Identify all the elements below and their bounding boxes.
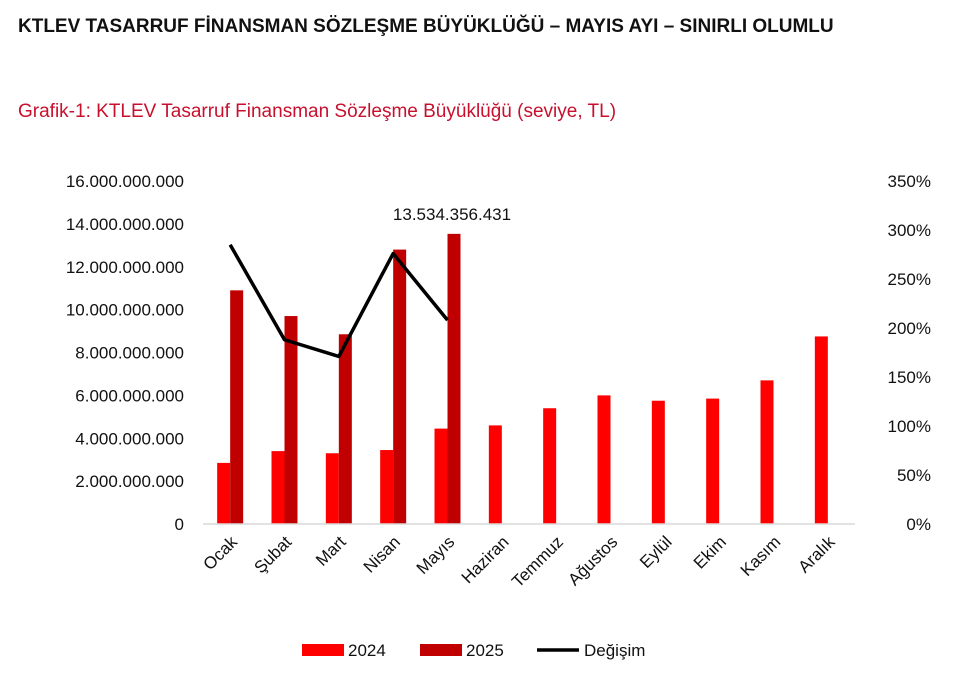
line-series-group: 13.534.356.431 xyxy=(228,205,511,359)
y-right-tick-label: 250% xyxy=(888,270,931,289)
bar-2025-Nisan xyxy=(393,249,407,524)
bar-2025-Şubat xyxy=(284,316,298,524)
y-right-tick-label: 350% xyxy=(888,172,931,191)
bar-2024-Mart xyxy=(325,453,339,524)
x-tick-label: Ağustos xyxy=(564,532,621,589)
bar-2025-Mayıs xyxy=(447,233,461,524)
y-left-tick-label: 4.000.000.000 xyxy=(75,429,184,448)
x-tick-label: Eylül xyxy=(636,532,675,571)
y-left-tick-label: 14.000.000.000 xyxy=(66,215,184,234)
bars-group xyxy=(217,233,828,524)
data-label-annotation: 13.534.356.431 xyxy=(393,205,511,224)
bar-2024-Temmuz xyxy=(543,408,557,524)
legend-label-2024: 2024 xyxy=(348,641,386,660)
bar-2024-Mayıs xyxy=(434,428,448,524)
legend-swatch-2025 xyxy=(420,644,462,656)
bar-2024-Eylül xyxy=(651,400,665,524)
legend-label-2025: 2025 xyxy=(466,641,504,660)
x-tick-label: Aralık xyxy=(794,532,839,577)
y-left-tick-label: 8.000.000.000 xyxy=(75,344,184,363)
bar-2025-Ocak xyxy=(230,290,244,524)
bar-2024-Nisan xyxy=(380,450,394,524)
y-right-tick-label: 300% xyxy=(888,221,931,240)
legend: 2024 2025 Değişim xyxy=(302,641,645,660)
bar-2024-Ağustos xyxy=(597,395,611,524)
y-left-tick-label: 16.000.000.000 xyxy=(66,172,184,191)
y-left-tick-label: 6.000.000.000 xyxy=(75,386,184,405)
x-tick-label: Ekim xyxy=(690,532,730,572)
y-left-tick-label: 2.000.000.000 xyxy=(75,472,184,491)
bar-2024-Haziran xyxy=(488,425,502,524)
bar-2024-Aralık xyxy=(814,336,828,524)
x-tick-label: Şubat xyxy=(250,532,295,577)
line-Değişim xyxy=(228,243,449,359)
bar-2024-Kasım xyxy=(760,380,774,524)
x-tick-label: Nisan xyxy=(360,532,404,576)
x-tick-label: Mart xyxy=(312,532,350,570)
x-tick-label: Ocak xyxy=(199,532,241,574)
bar-2024-Şubat xyxy=(271,451,285,524)
x-tick-label: Kasım xyxy=(737,532,785,580)
bar-2024-Ekim xyxy=(706,398,720,524)
y-left-tick-label: 0 xyxy=(175,515,184,534)
y-left-tick-label: 12.000.000.000 xyxy=(66,258,184,277)
legend-label-degisim: Değişim xyxy=(584,641,645,660)
y-right-tick-label: 150% xyxy=(888,368,931,387)
y-right-tick-label: 100% xyxy=(888,417,931,436)
y-right-tick-label: 200% xyxy=(888,319,931,338)
y-left-tick-label: 10.000.000.000 xyxy=(66,301,184,320)
y-right-tick-label: 50% xyxy=(897,466,931,485)
x-tick-label: Mayıs xyxy=(413,532,458,577)
x-tick-label: Temmuz xyxy=(508,532,567,591)
y-right-tick-label: 0% xyxy=(906,515,931,534)
x-tick-labels-group: Ocak Şubat Mart Nisan Mayıs HaziranTemmuzAğus… xyxy=(199,532,839,591)
x-tick-label: Haziran xyxy=(458,532,513,587)
report-heading: KTLEV TASARRUF FİNANSMAN SÖZLEŞME BÜYÜKL… xyxy=(18,16,834,37)
y-tick-labels-group: 0 2.000.000.000 4.000.000.000 6.000.000.000… xyxy=(66,172,931,534)
legend-swatch-2024 xyxy=(302,644,344,656)
bar-2025-Mart xyxy=(338,334,352,524)
chart-title: Grafik-1: KTLEV Tasarruf Finansman Sözle… xyxy=(18,101,617,122)
bar-2024-Ocak xyxy=(217,462,231,524)
